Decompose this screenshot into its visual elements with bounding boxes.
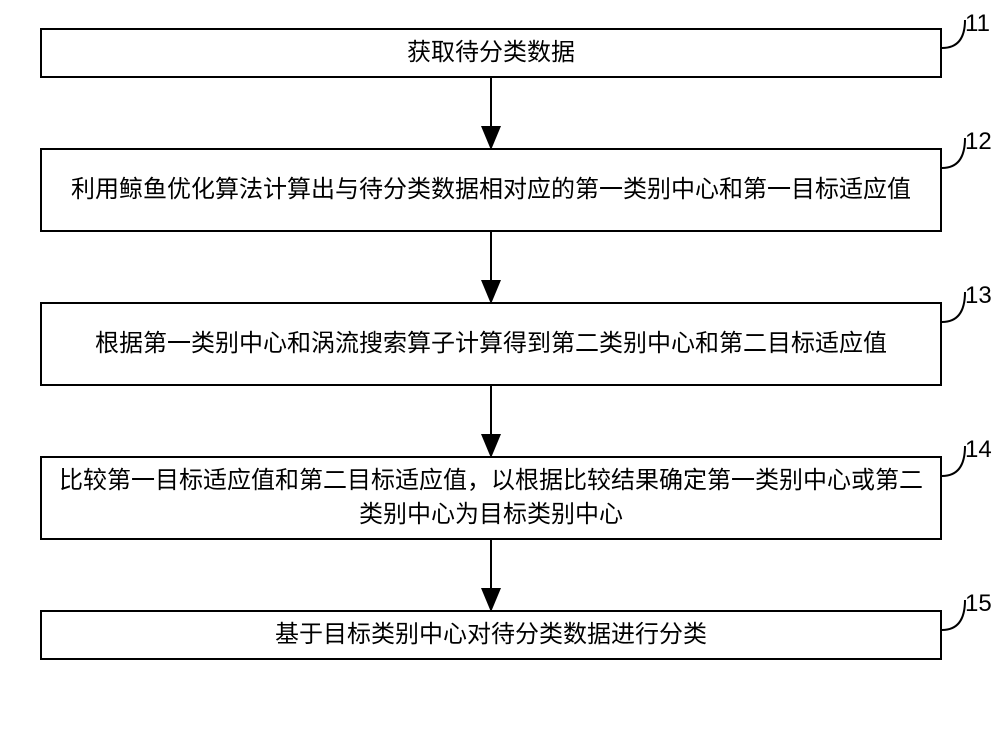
flowchart-canvas: 获取待分类数据 利用鲸鱼优化算法计算出与待分类数据相对应的第一类别中心和第一目标…: [0, 0, 1000, 751]
flow-node-3-text: 根据第一类别中心和涡流搜索算子计算得到第二类别中心和第二目标适应值: [50, 327, 932, 361]
step-label-13: 13: [965, 282, 992, 310]
flow-node-1: 获取待分类数据: [40, 28, 942, 78]
flow-node-1-text: 获取待分类数据: [50, 36, 932, 70]
step-label-14: 14: [965, 436, 992, 464]
flow-node-5-text: 基于目标类别中心对待分类数据进行分类: [50, 618, 932, 652]
flow-node-5: 基于目标类别中心对待分类数据进行分类: [40, 610, 942, 660]
flow-node-4: 比较第一目标适应值和第二目标适应值，以根据比较结果确定第一类别中心或第二类别中心…: [40, 456, 942, 540]
step-label-15: 15: [965, 590, 992, 618]
step-label-11: 11: [965, 10, 990, 38]
flow-node-2-text: 利用鲸鱼优化算法计算出与待分类数据相对应的第一类别中心和第一目标适应值: [50, 173, 932, 207]
flow-node-3: 根据第一类别中心和涡流搜索算子计算得到第二类别中心和第二目标适应值: [40, 302, 942, 386]
flow-node-2: 利用鲸鱼优化算法计算出与待分类数据相对应的第一类别中心和第一目标适应值: [40, 148, 942, 232]
step-label-12: 12: [965, 128, 992, 156]
flow-node-4-text: 比较第一目标适应值和第二目标适应值，以根据比较结果确定第一类别中心或第二类别中心…: [50, 464, 932, 531]
